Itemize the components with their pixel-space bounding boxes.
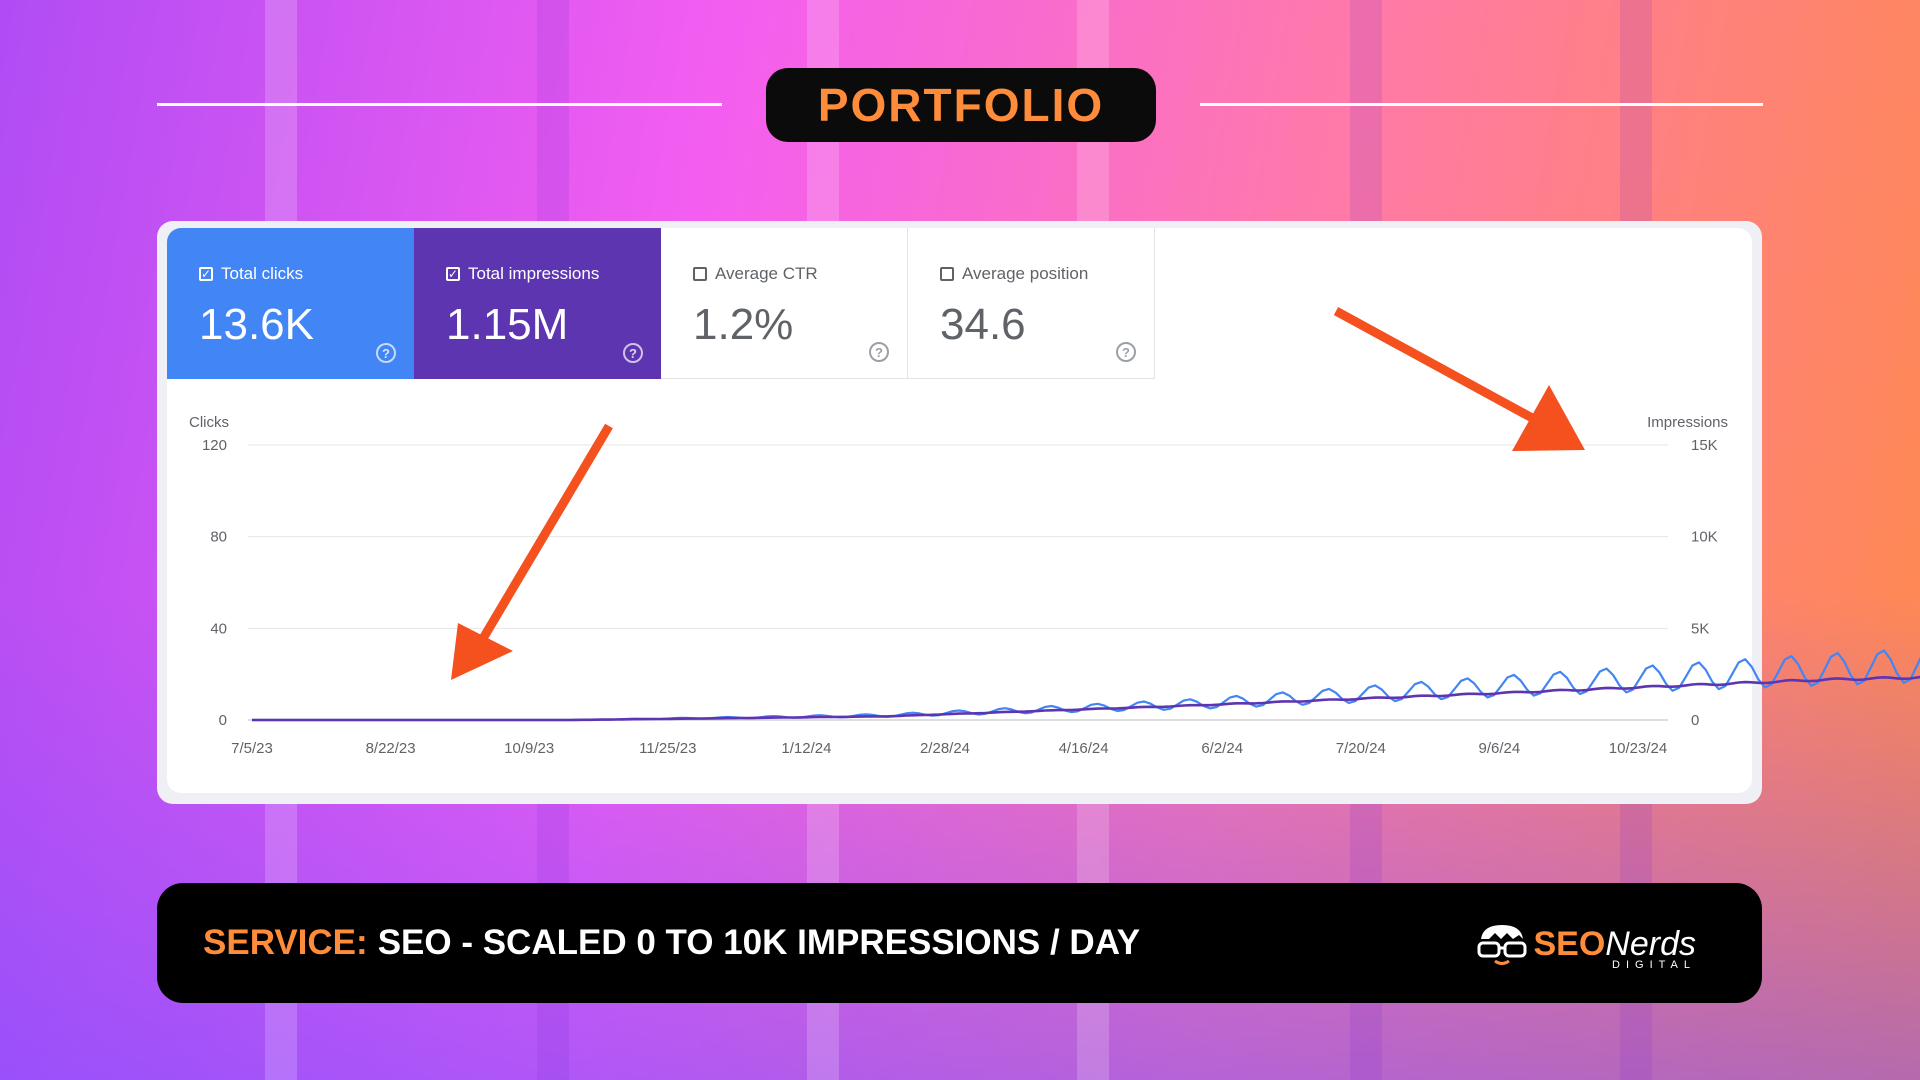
help-icon[interactable]: ?	[869, 342, 889, 362]
x-tick-label: 2/28/24	[920, 740, 970, 757]
y-tick-left: 0	[219, 712, 227, 729]
metric-label: Total impressions	[468, 264, 600, 283]
x-tick-label: 10/9/23	[504, 740, 554, 757]
metric-average-position[interactable]: Average position 34.6 ?	[908, 228, 1155, 379]
metric-value: 1.15M	[446, 300, 569, 349]
portfolio-title: PORTFOLIO	[766, 68, 1156, 142]
x-tick-label: 11/25/23	[639, 740, 696, 757]
y-tick-left: 120	[202, 437, 227, 454]
metric-value: 1.2%	[693, 300, 794, 349]
checkbox-checked-icon[interactable]: ✓	[199, 267, 213, 281]
checkbox-unchecked-icon[interactable]	[940, 267, 954, 281]
y-axis-label-right: Impressions	[1647, 414, 1728, 431]
arrow-shaft-left	[471, 423, 613, 655]
clicks-series-line	[252, 649, 1920, 722]
metric-value: 34.6	[940, 300, 1026, 349]
logo-italic: Nerds	[1605, 924, 1696, 963]
checkbox-unchecked-icon[interactable]	[693, 267, 707, 281]
metric-label: Total clicks	[221, 264, 304, 283]
y-tick-right: 15K	[1691, 437, 1718, 454]
search-console-panel: ✓ Total clicks 13.6K ? ✓ Total impressions…	[167, 228, 1752, 793]
nerd-face-icon	[1477, 925, 1527, 965]
x-tick-label: 4/16/24	[1059, 740, 1109, 757]
x-tick-label: 8/22/23	[366, 740, 416, 757]
metric-label: Average position	[962, 264, 1089, 283]
help-icon[interactable]: ?	[1116, 342, 1136, 362]
y-tick-right: 10K	[1691, 529, 1718, 546]
arrow-shaft-right	[1333, 307, 1548, 429]
logo-main: SEO	[1533, 924, 1606, 963]
service-bar: SERVICE: SEO - SCALED 0 TO 10K IMPRESSION…	[157, 883, 1762, 1003]
arrow-head-left	[451, 623, 513, 680]
checkbox-checked-icon[interactable]: ✓	[446, 267, 460, 281]
help-icon[interactable]: ?	[376, 343, 396, 363]
x-tick-label: 6/2/24	[1201, 740, 1243, 757]
service-text: SEO - SCALED 0 TO 10K IMPRESSIONS / DAY	[377, 923, 1141, 962]
x-tick-label: 1/12/24	[781, 740, 831, 757]
y-tick-right: 0	[1691, 712, 1699, 729]
metric-total-clicks[interactable]: ✓ Total clicks 13.6K ?	[167, 228, 414, 379]
impressions-series-line	[252, 675, 1920, 722]
service-key: SERVICE:	[203, 923, 368, 962]
y-axis-label-left: Clicks	[189, 414, 229, 431]
divider-right	[1200, 103, 1763, 106]
x-tick-label: 7/20/24	[1336, 740, 1386, 757]
x-tick-label: 7/5/23	[231, 740, 273, 757]
arrow-head-right	[1512, 385, 1585, 451]
metric-average-ctr[interactable]: Average CTR 1.2% ?	[661, 228, 908, 379]
y-tick-left: 40	[210, 620, 227, 637]
y-tick-right: 5K	[1691, 620, 1709, 637]
x-tick-label: 9/6/24	[1479, 740, 1521, 757]
seonerds-logo: SEO Nerds DIGITAL	[1475, 919, 1696, 971]
metric-total-impressions[interactable]: ✓ Total impressions 1.15M ?	[414, 228, 661, 379]
divider-left	[157, 103, 722, 106]
metric-label: Average CTR	[715, 264, 818, 283]
help-icon[interactable]: ?	[623, 343, 643, 363]
y-tick-left: 80	[210, 529, 227, 546]
metric-value: 13.6K	[199, 300, 314, 349]
x-tick-label: 10/23/24	[1609, 740, 1667, 757]
logo-sub: DIGITAL	[1612, 959, 1696, 971]
